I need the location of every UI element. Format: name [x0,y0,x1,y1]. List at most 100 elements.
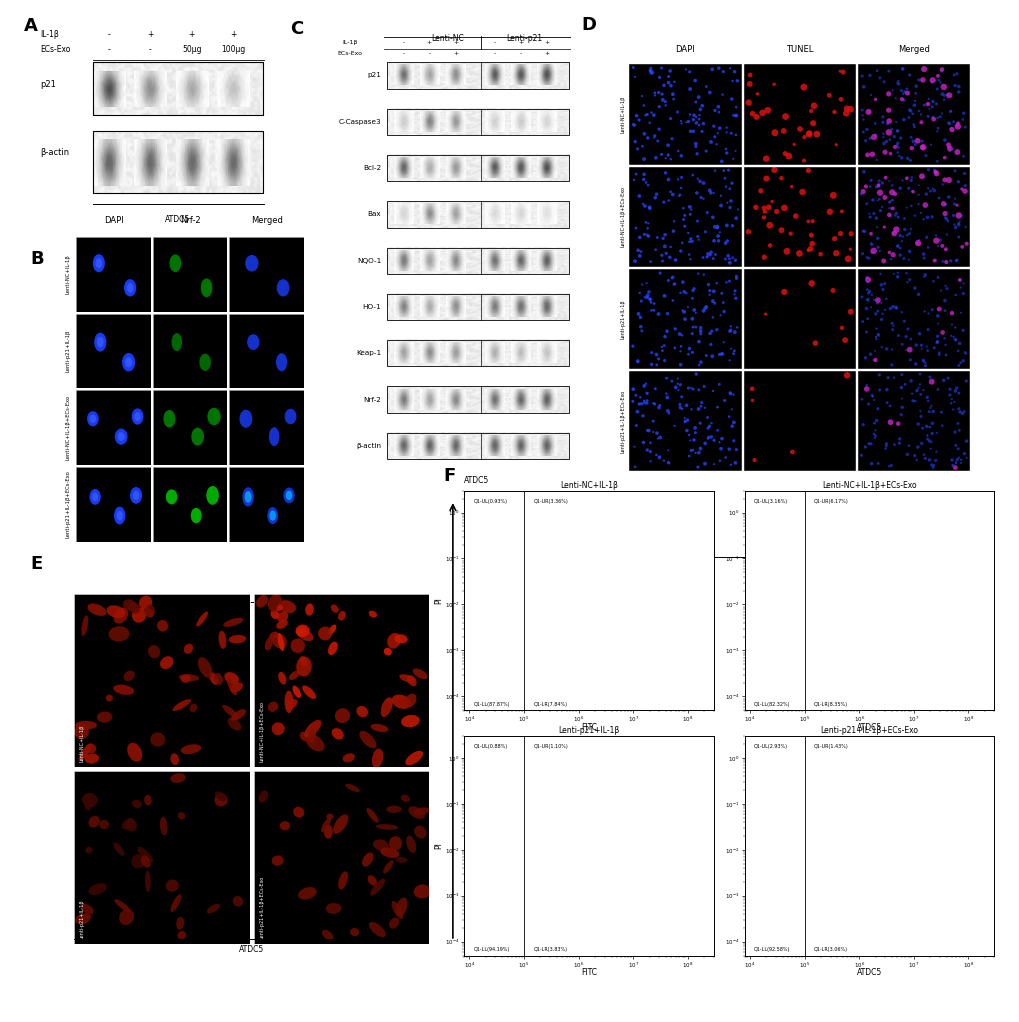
Point [956,183,972,199]
Text: ATDC5: ATDC5 [788,562,812,571]
Text: Keap-1: Keap-1 [356,351,381,357]
Point [891,228,907,244]
Ellipse shape [125,819,137,832]
Point [861,130,877,146]
Point [716,235,733,251]
Ellipse shape [414,826,426,839]
Point [708,220,725,236]
Point [704,383,720,400]
Ellipse shape [328,624,336,635]
Point [920,91,936,107]
Point [631,247,647,264]
Text: TUNEL: TUNEL [786,45,812,54]
Ellipse shape [394,635,408,644]
Point [920,432,936,449]
Point [682,432,698,449]
Point [634,138,650,154]
Point [786,136,802,152]
Point [842,304,858,320]
Point [723,73,740,89]
Point [805,97,821,113]
Point [938,87,955,103]
Ellipse shape [129,487,142,504]
Point [685,111,701,128]
Point [871,69,888,86]
Point [906,448,922,464]
Ellipse shape [267,702,278,712]
Point [946,196,962,213]
Point [920,100,936,117]
Point [862,226,878,242]
Ellipse shape [285,699,298,709]
Ellipse shape [302,686,316,699]
Point [678,422,694,438]
Point [642,64,658,81]
Point [632,319,648,335]
Point [853,447,869,463]
Point [889,238,905,254]
Point [877,435,894,452]
Point [902,103,918,120]
Point [634,408,650,424]
Text: p21: p21 [41,81,56,89]
Point [673,180,689,196]
Ellipse shape [121,818,135,830]
Point [637,175,653,191]
Point [652,146,668,162]
Point [899,274,915,290]
Text: ATDC5: ATDC5 [856,968,881,977]
Point [714,294,731,311]
Point [721,60,738,77]
Text: Nrf-2: Nrf-2 [179,216,201,225]
Point [912,408,928,424]
Point [650,450,666,466]
Point [904,105,920,122]
Point [684,290,700,307]
Text: +: + [518,40,523,45]
Point [858,281,874,297]
Point [653,146,669,162]
Point [946,190,962,206]
Point [951,404,967,420]
Point [653,342,669,359]
Text: ECs-Exo: ECs-Exo [337,51,363,56]
Point [648,357,664,373]
Point [698,248,714,265]
Point [723,418,740,434]
Ellipse shape [229,683,243,693]
Point [680,113,696,130]
Ellipse shape [321,818,331,832]
Point [632,389,648,406]
Point [709,233,726,249]
Point [775,199,792,216]
Point [681,63,697,80]
Point [952,279,968,295]
Point [906,207,922,224]
Point [869,177,886,193]
Point [635,434,651,451]
Point [913,435,929,452]
Ellipse shape [318,626,332,641]
Point [649,133,665,149]
Ellipse shape [247,334,259,350]
Point [926,73,943,89]
Point [875,74,892,90]
Point [672,397,688,413]
Point [642,62,658,79]
Point [895,250,911,267]
Point [681,198,697,215]
Point [861,179,877,195]
Point [681,106,697,123]
Point [941,381,957,398]
Point [687,73,703,89]
Point [873,306,890,322]
Point [890,76,906,92]
Ellipse shape [279,821,289,831]
Point [936,196,953,213]
Point [727,127,743,143]
Point [883,322,900,338]
Point [633,88,649,104]
Point [865,291,881,308]
Point [922,136,938,152]
Ellipse shape [331,728,343,740]
